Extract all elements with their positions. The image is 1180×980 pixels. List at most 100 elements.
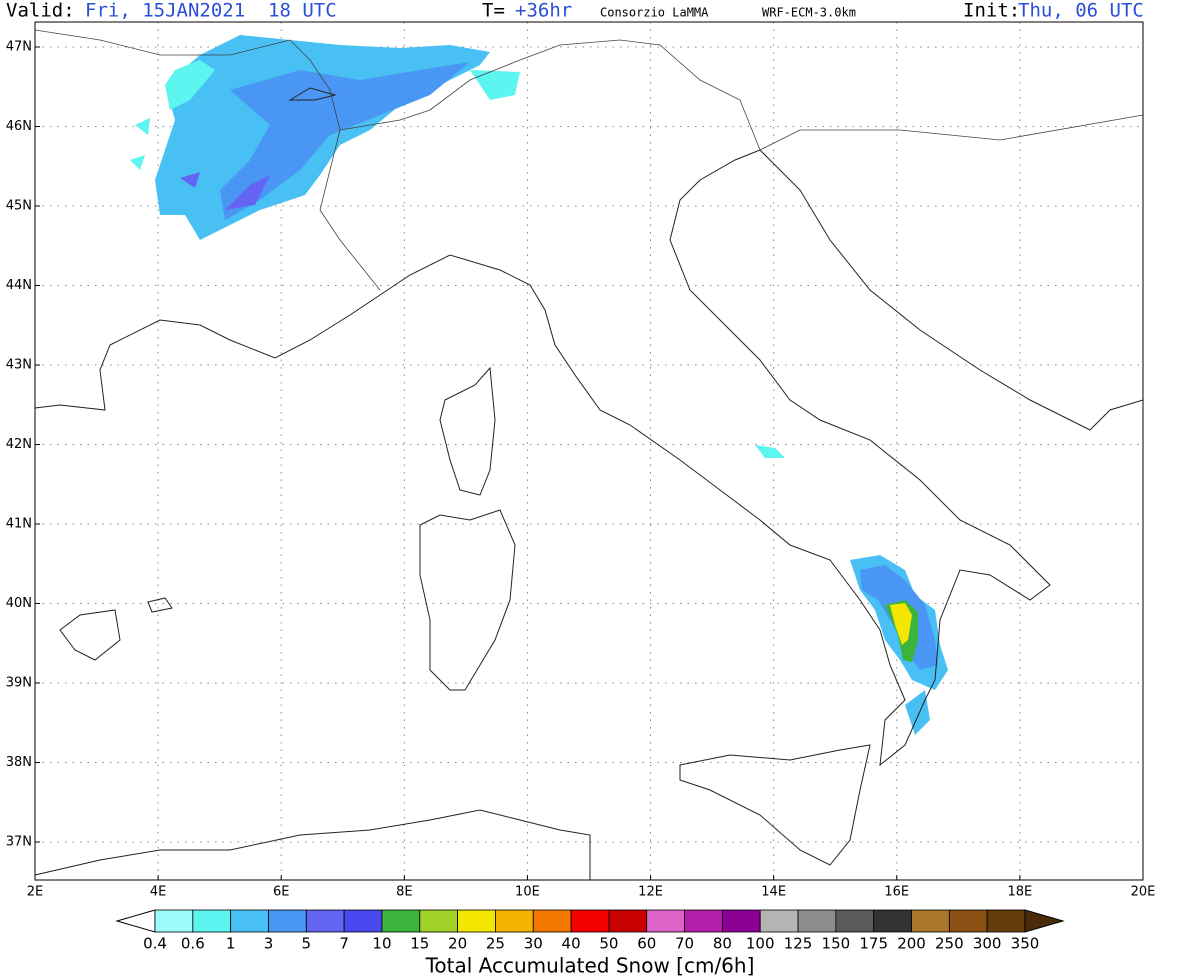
colorbar-box [721,909,761,933]
graticule: 47N 46N 45N 44N 43N 42N 41N 40N 39N 38N 37N 2E 4E 6E 8… [6,22,1156,900]
colorbar-box [192,909,232,933]
init-label: Init: [963,0,1020,22]
colorbar-box [381,909,421,933]
colorbar-label: 5 [302,935,312,953]
coast-corsica [439,366,496,496]
colorbar-label: 70 [675,935,694,953]
lat-tick-label: 38N [6,755,32,770]
colorbar-label: 125 [784,935,813,953]
colorbar-label: 7 [339,935,349,953]
colorbar-label: 10 [372,935,391,953]
snow-areas [130,35,948,735]
lat-tick-label: 40N [6,596,32,611]
colorbar-label: 300 [973,935,1002,953]
colorbar-box [759,909,799,933]
colorbar-label: 1 [226,935,236,953]
lon-tick-label: 6E [273,885,290,900]
colorbar-label: 350 [1011,935,1040,953]
lake-geneva [288,87,337,101]
lon-tick-label: 16E [884,885,909,900]
colorbar-box [570,909,610,933]
colorbar-label: 3 [264,935,274,953]
lon-tick-label: 2E [27,885,44,900]
colorbar-box [948,909,988,933]
snow-calabria-peak [890,603,912,645]
colorbar-box [419,909,459,933]
lat-tick-label: 37N [6,835,32,850]
init-value: Thu, 06 UTC [1018,0,1144,22]
model: WRF-ECM-3.0km [762,6,856,20]
coastlines [34,87,1144,880]
borders [34,29,1144,291]
colorbar-label: 20 [448,935,467,953]
colorbar-label: 100 [746,935,775,953]
source: Consorzio LaMMA [600,6,709,20]
snow-calabria [850,555,948,735]
lon-tick-label: 4E [150,885,167,900]
colorbar-box [646,909,685,933]
colorbar-box [986,909,1026,933]
valid-label: Valid: [6,0,75,22]
colorbar-box [495,909,534,933]
lon-tick-label: 8E [396,885,413,900]
coast-sardinia [419,509,516,691]
snow-abruzzo [755,445,785,458]
coast-mainland [34,149,1144,767]
map-frame [34,21,1144,881]
lat-tick-label: 43N [6,358,32,373]
colorbar-box [911,909,950,933]
colorbar-box [457,909,496,933]
colorbar: 0.4 0.6 1 3 5 7 10 15 20 25 30 40 50 60 70 80 100 125 150 1… [115,909,1065,953]
colorbar-title: Total Accumulated Snow [cm/6h] [425,954,755,978]
lat-tick-label: 45N [6,199,32,214]
lat-tick-label: 41N [6,517,32,532]
colorbar-label: 0.6 [181,935,205,953]
snow-alps-core [220,62,470,220]
colorbar-label: 250 [935,935,964,953]
colorbar-label: 200 [897,935,926,953]
colorbar-box [797,909,837,933]
colorbar-label: 40 [562,935,581,953]
coast-balearics [59,597,173,661]
colorbar-box [873,909,912,933]
lon-tick-label: 12E [638,885,663,900]
valid-value: Fri, 15JAN2021 18 UTC [85,0,337,22]
colorbar-box [305,909,345,933]
colorbar-label: 150 [822,935,851,953]
colorbar-box [684,909,723,933]
colorbar-box [835,909,875,933]
lat-tick-label: 46N [6,119,32,134]
lon-tick-label: 18E [1008,885,1033,900]
colorbar-label: 50 [599,935,618,953]
lat-tick-label: 44N [6,278,32,293]
lat-tick-label: 39N [6,676,32,691]
lon-tick-label: 20E [1131,885,1156,900]
colorbar-low-arrow [115,909,156,933]
colorbar-label: 175 [859,935,888,953]
lat-tick-label: 47N [6,40,32,55]
snow-alps-light [130,60,520,170]
colorbar-label: 30 [524,935,543,953]
colorbar-box [608,909,648,933]
lon-tick-label: 10E [515,885,540,900]
colorbar-label: 80 [713,935,732,953]
alpine-border [34,29,1144,291]
coast-sicily [679,744,871,866]
colorbar-box [343,909,383,933]
coast-africa [34,809,591,880]
colorbar-label: 0.4 [143,935,167,953]
colorbar-label: 15 [410,935,429,953]
lon-tick-label: 14E [761,885,786,900]
colorbar-label: 25 [486,935,505,953]
colorbar-box [154,909,194,933]
colorbar-box [268,909,307,933]
snow-alps-max [180,172,270,210]
time-label: T= [482,0,505,22]
time-value: +36hr [515,0,572,22]
colorbar-box [230,909,269,933]
lat-tick-label: 42N [6,437,32,452]
colorbar-box [532,909,572,933]
colorbar-high-arrow [1024,909,1065,933]
